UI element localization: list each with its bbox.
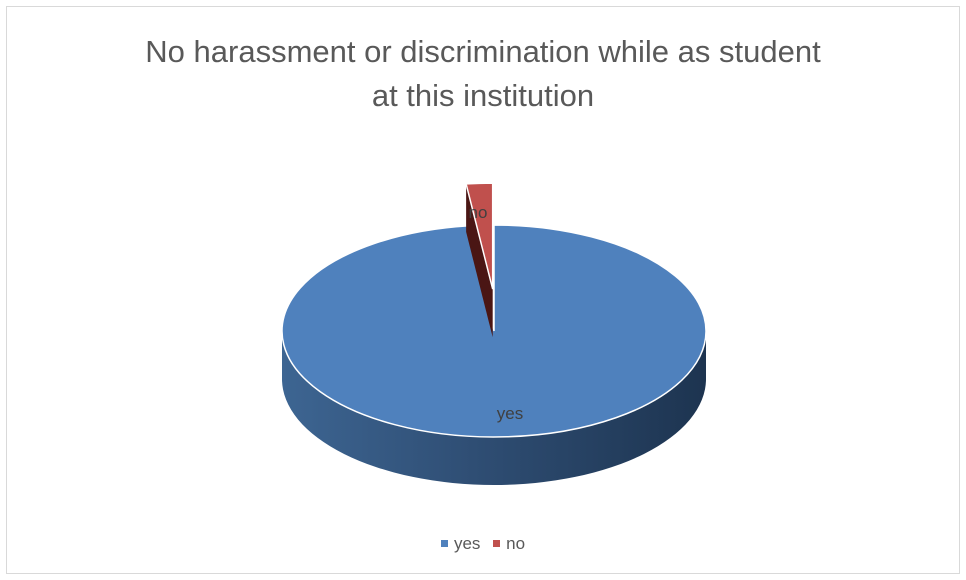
pie-wall-no: [466, 183, 493, 338]
legend-swatch-no: [493, 540, 501, 547]
legend-swatch-yes: [440, 540, 448, 547]
data-label-yes: yes: [497, 404, 523, 423]
legend-label-yes: yes: [453, 533, 481, 553]
pie-slice-no: [465, 182, 494, 290]
legend-item-yes: yes: [440, 533, 481, 554]
legend: yes no: [0, 532, 966, 554]
legend-item-no: no: [493, 534, 525, 554]
chart-title: No harassment or discrimination while as…: [0, 30, 966, 118]
chart-title-line-2: at this institution: [371, 78, 595, 113]
chart-title-line-1: No harassment or discrimination while as…: [145, 34, 821, 69]
legend-label-no: no: [506, 533, 526, 553]
data-label-no: no: [469, 203, 488, 222]
pie-slice-yes: [281, 224, 707, 438]
pie-side-yes: [282, 331, 706, 485]
